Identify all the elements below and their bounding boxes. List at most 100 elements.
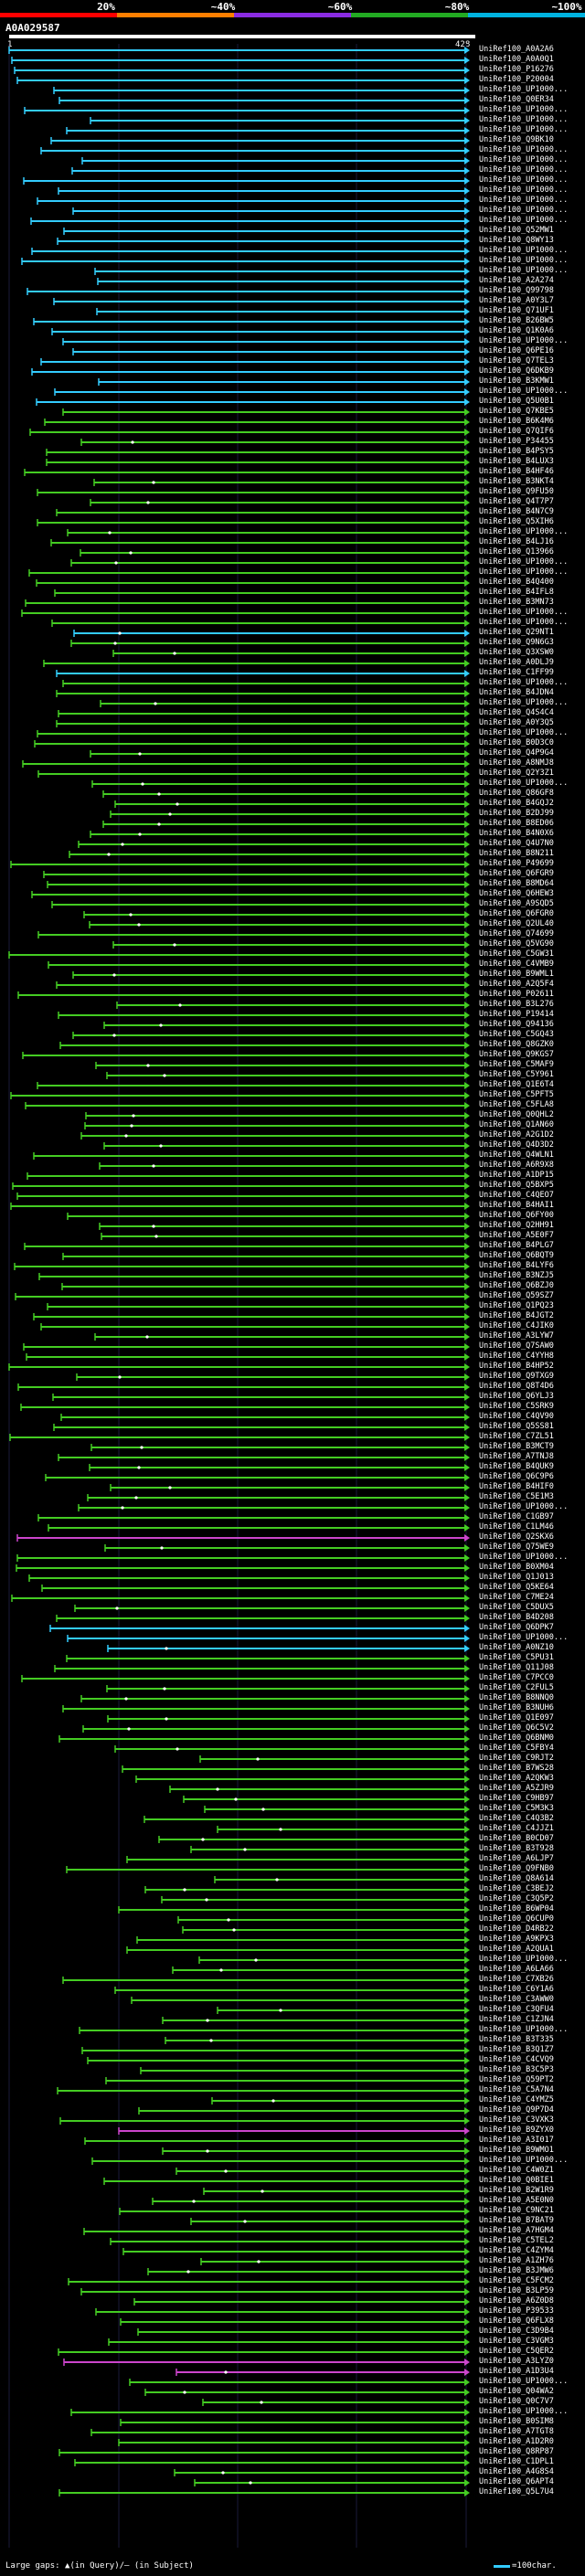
hit-label[interactable]: UniRef100_C4YMZ5 <box>479 2095 554 2104</box>
hit-label[interactable]: UniRef100_Q5SS81 <box>479 1422 554 1431</box>
hit-alignment[interactable] <box>0 448 475 457</box>
hit-label[interactable]: UniRef100_C4W0Z1 <box>479 2166 554 2175</box>
hit-label[interactable]: UniRef100_A3LYW7 <box>479 1331 554 1341</box>
hit-label[interactable]: UniRef100_UP1000... <box>479 165 569 175</box>
hit-alignment[interactable] <box>0 1262 475 1271</box>
hit-alignment[interactable] <box>0 1795 475 1804</box>
hit-alignment[interactable] <box>0 2418 475 2427</box>
hit-label[interactable]: UniRef100_C4CVQ9 <box>479 2055 554 2064</box>
hit-label[interactable]: UniRef100_Q6BQT9 <box>479 1251 554 1260</box>
hit-alignment[interactable] <box>0 398 475 407</box>
hit-alignment[interactable] <box>0 850 475 859</box>
hit-alignment[interactable] <box>0 367 475 376</box>
hit-label[interactable]: UniRef100_UP1000... <box>479 256 569 265</box>
hit-label[interactable]: UniRef100_C1ZJN4 <box>479 2015 554 2024</box>
hit-alignment[interactable] <box>0 1503 475 1512</box>
hit-label[interactable]: UniRef100_B0XM04 <box>479 1563 554 1572</box>
hit-label[interactable]: UniRef100_A3I017 <box>479 2136 554 2145</box>
hit-label[interactable]: UniRef100_Q1J013 <box>479 1573 554 1582</box>
hit-label[interactable]: UniRef100_C5QER2 <box>479 2347 554 2356</box>
hit-label[interactable]: UniRef100_A5E0N0 <box>479 2196 554 2205</box>
hit-label[interactable]: UniRef100_A6LJP7 <box>479 1854 554 1863</box>
hit-alignment[interactable] <box>0 900 475 909</box>
hit-alignment[interactable] <box>0 950 475 959</box>
hit-alignment[interactable] <box>0 1463 475 1472</box>
hit-alignment[interactable] <box>0 2327 475 2337</box>
hit-alignment[interactable] <box>0 1996 475 2005</box>
hit-alignment[interactable] <box>0 1362 475 1372</box>
hit-label[interactable]: UniRef100_A0Y3Q5 <box>479 718 554 727</box>
hit-alignment[interactable] <box>0 257 475 266</box>
hit-label[interactable]: UniRef100_Q6HEW3 <box>479 889 554 898</box>
hit-label[interactable]: UniRef100_Q52MW1 <box>479 226 554 235</box>
hit-label[interactable]: UniRef100_C9NC21 <box>479 2206 554 2215</box>
hit-alignment[interactable] <box>0 227 475 236</box>
hit-label[interactable]: UniRef100_UP1000... <box>479 336 569 345</box>
hit-alignment[interactable] <box>0 1564 475 1573</box>
hit-label[interactable]: UniRef100_UP1000... <box>479 678 569 687</box>
hit-alignment[interactable] <box>0 1202 475 1211</box>
hit-alignment[interactable] <box>0 2428 475 2437</box>
hit-label[interactable]: UniRef100_Q71UF1 <box>479 306 554 315</box>
hit-label[interactable]: UniRef100_B8N211 <box>479 849 554 858</box>
hit-alignment[interactable] <box>0 2207 475 2216</box>
hit-alignment[interactable] <box>0 478 475 487</box>
hit-label[interactable]: UniRef100_A1ZH76 <box>479 2256 554 2265</box>
hit-label[interactable]: UniRef100_P39533 <box>479 2306 554 2316</box>
hit-alignment[interactable] <box>0 287 475 296</box>
hit-alignment[interactable] <box>0 1121 475 1130</box>
hit-label[interactable]: UniRef100_Q59PT2 <box>479 2075 554 2084</box>
hit-alignment[interactable] <box>0 2006 475 2015</box>
hit-label[interactable]: UniRef100_Q99798 <box>479 286 554 295</box>
hit-alignment[interactable] <box>0 2016 475 2025</box>
hit-alignment[interactable] <box>0 1131 475 1140</box>
hit-alignment[interactable] <box>0 1553 475 1563</box>
hit-alignment[interactable] <box>0 739 475 748</box>
hit-alignment[interactable] <box>0 940 475 949</box>
hit-alignment[interactable] <box>0 860 475 869</box>
hit-label[interactable]: UniRef100_B3NKT4 <box>479 477 554 486</box>
hit-alignment[interactable] <box>0 2247 475 2256</box>
hit-label[interactable]: UniRef100_B6K4M6 <box>479 417 554 426</box>
hit-label[interactable]: UniRef100_Q59SZ7 <box>479 1291 554 1300</box>
hit-alignment[interactable] <box>0 2026 475 2035</box>
hit-alignment[interactable] <box>0 729 475 738</box>
hit-alignment[interactable] <box>0 468 475 477</box>
hit-alignment[interactable] <box>0 2488 475 2497</box>
hit-label[interactable]: UniRef100_Q29NT1 <box>479 628 554 637</box>
hit-label[interactable]: UniRef100_Q11J08 <box>479 1663 554 1672</box>
hit-alignment[interactable] <box>0 2317 475 2327</box>
hit-alignment[interactable] <box>0 1684 475 1693</box>
hit-alignment[interactable] <box>0 800 475 809</box>
hit-alignment[interactable] <box>0 46 475 55</box>
hit-alignment[interactable] <box>0 1895 475 1904</box>
hit-label[interactable]: UniRef100_C4QV90 <box>479 1412 554 1421</box>
hit-label[interactable]: UniRef100_C4YYH8 <box>479 1352 554 1361</box>
hit-label[interactable]: UniRef100_P34455 <box>479 437 554 446</box>
hit-label[interactable]: UniRef100_Q6C9P6 <box>479 1472 554 1481</box>
hit-label[interactable]: UniRef100_C5PFT5 <box>479 1090 554 1099</box>
hit-alignment[interactable] <box>0 1956 475 1965</box>
hit-alignment[interactable] <box>0 116 475 125</box>
hit-alignment[interactable] <box>0 408 475 417</box>
hit-alignment[interactable] <box>0 1473 475 1482</box>
hit-alignment[interactable] <box>0 820 475 829</box>
hit-alignment[interactable] <box>0 1845 475 1854</box>
hit-alignment[interactable] <box>0 1915 475 1924</box>
hit-label[interactable]: UniRef100_B4PLG7 <box>479 1241 554 1250</box>
hit-label[interactable]: UniRef100_A9SQD5 <box>479 899 554 908</box>
hit-label[interactable]: UniRef100_C5TEL2 <box>479 2236 554 2245</box>
hit-alignment[interactable] <box>0 1513 475 1522</box>
hit-alignment[interactable] <box>0 1021 475 1030</box>
hit-alignment[interactable] <box>0 790 475 799</box>
hit-alignment[interactable] <box>0 1322 475 1331</box>
hit-label[interactable]: UniRef100_Q0C7V7 <box>479 2397 554 2406</box>
hit-alignment[interactable] <box>0 830 475 839</box>
hit-alignment[interactable] <box>0 2398 475 2407</box>
hit-label[interactable]: UniRef100_Q04WA2 <box>479 2387 554 2396</box>
hit-alignment[interactable] <box>0 2388 475 2397</box>
hit-label[interactable]: UniRef100_C9HB97 <box>479 1794 554 1803</box>
hit-label[interactable]: UniRef100_Q9FNB0 <box>479 1864 554 1873</box>
hit-label[interactable]: UniRef100_UP1000... <box>479 105 569 114</box>
hit-alignment[interactable] <box>0 1905 475 1914</box>
